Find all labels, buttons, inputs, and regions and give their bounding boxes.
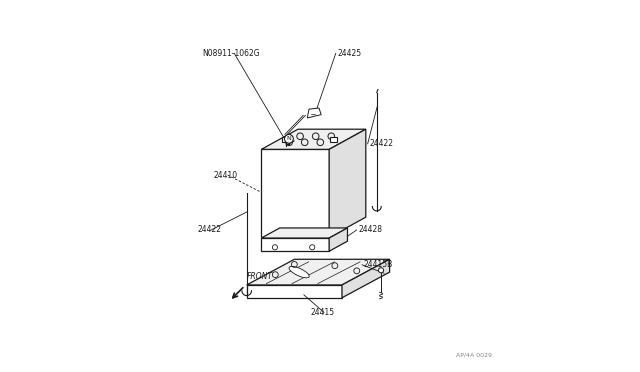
Circle shape	[378, 268, 383, 273]
Text: 24425: 24425	[337, 49, 362, 58]
Polygon shape	[261, 149, 329, 237]
Text: 24428: 24428	[358, 225, 383, 234]
Text: N: N	[287, 136, 291, 141]
Polygon shape	[329, 129, 366, 237]
Polygon shape	[261, 129, 366, 149]
Polygon shape	[261, 238, 329, 251]
Polygon shape	[307, 108, 321, 118]
Circle shape	[285, 134, 293, 143]
Polygon shape	[246, 285, 342, 298]
Polygon shape	[246, 259, 390, 285]
FancyBboxPatch shape	[282, 137, 291, 142]
Text: FRONT: FRONT	[246, 272, 273, 281]
Polygon shape	[261, 228, 348, 238]
Text: N08911-1062G: N08911-1062G	[202, 49, 260, 58]
Polygon shape	[342, 259, 390, 298]
Text: 24422: 24422	[197, 225, 221, 234]
Ellipse shape	[289, 266, 309, 278]
Polygon shape	[329, 228, 348, 251]
Text: 24415: 24415	[311, 308, 335, 317]
FancyBboxPatch shape	[330, 137, 337, 142]
Text: 24415B: 24415B	[364, 260, 393, 269]
Text: 24422: 24422	[369, 140, 394, 148]
Text: 24410: 24410	[214, 170, 238, 180]
Text: AP/4A 0029: AP/4A 0029	[456, 352, 492, 357]
